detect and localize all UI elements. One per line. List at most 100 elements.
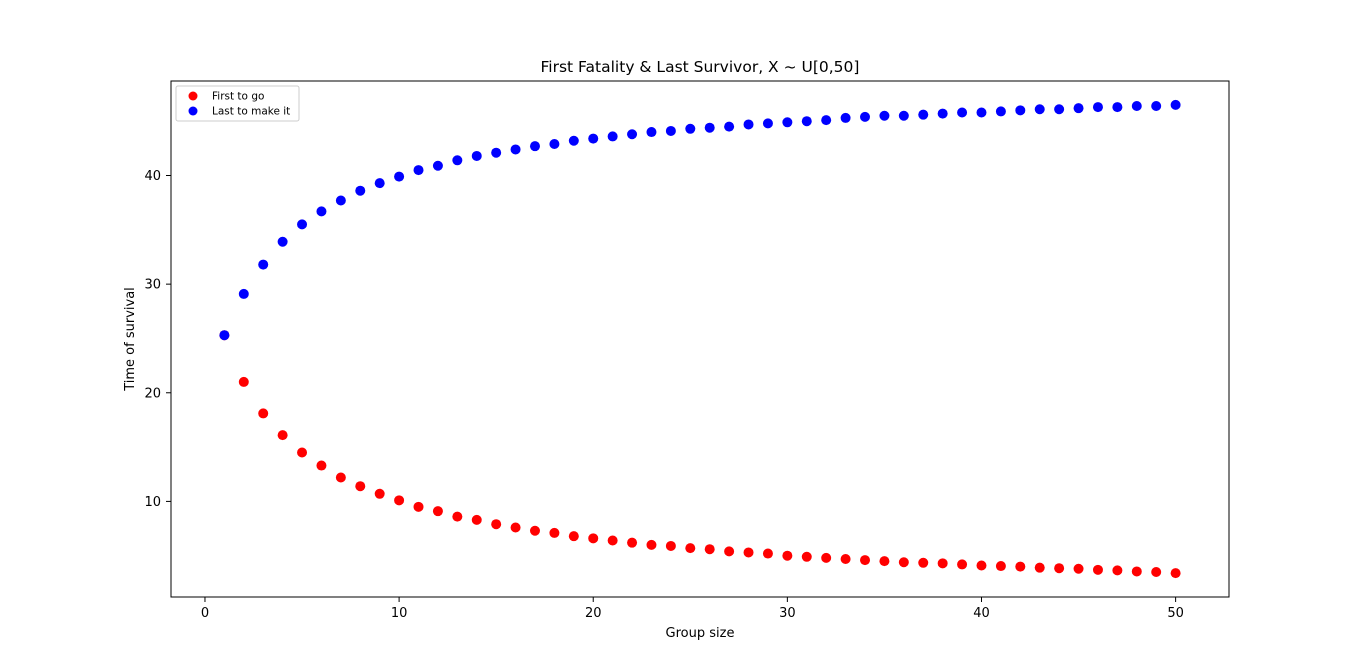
data-point bbox=[316, 206, 327, 217]
data-point bbox=[665, 540, 676, 551]
data-point bbox=[568, 531, 579, 542]
data-point bbox=[724, 121, 735, 132]
data-point bbox=[588, 133, 599, 144]
data-point bbox=[821, 552, 832, 563]
x-axis-label: Group size bbox=[666, 626, 735, 641]
data-point bbox=[1112, 102, 1123, 113]
data-point bbox=[258, 259, 269, 270]
data-point bbox=[219, 330, 230, 341]
y-axis: 10 20 30 40 bbox=[144, 169, 171, 510]
data-point bbox=[898, 110, 909, 121]
x-tick-label: 10 bbox=[391, 606, 408, 621]
data-point bbox=[937, 108, 948, 119]
data-point bbox=[277, 430, 288, 441]
data-point bbox=[860, 555, 871, 566]
data-point bbox=[1131, 566, 1142, 577]
data-point bbox=[724, 546, 735, 557]
y-tick-label: 30 bbox=[144, 278, 161, 293]
x-tick-label: 30 bbox=[779, 606, 796, 621]
legend-marker-last-to-make-it bbox=[188, 106, 198, 116]
chart-title: First Fatality & Last Survivor, X ~ U[0,… bbox=[541, 58, 860, 76]
data-point bbox=[879, 556, 890, 567]
data-point bbox=[510, 144, 521, 155]
data-point bbox=[918, 109, 929, 120]
data-point bbox=[1015, 105, 1026, 116]
data-point bbox=[860, 111, 871, 122]
data-point bbox=[394, 171, 405, 182]
data-point bbox=[1131, 100, 1142, 111]
y-tick-label: 10 bbox=[144, 495, 161, 510]
data-point bbox=[743, 119, 754, 130]
data-point bbox=[646, 127, 657, 138]
data-point bbox=[704, 544, 715, 555]
data-point bbox=[743, 547, 754, 558]
data-point bbox=[685, 123, 696, 134]
data-point bbox=[529, 141, 540, 152]
data-point bbox=[1073, 563, 1084, 574]
data-point bbox=[549, 139, 560, 150]
x-tick-label: 20 bbox=[585, 606, 602, 621]
data-points bbox=[219, 99, 1181, 579]
data-point bbox=[976, 107, 987, 118]
data-point bbox=[1092, 102, 1103, 113]
data-point bbox=[1054, 563, 1065, 574]
x-tick-label: 50 bbox=[1167, 606, 1184, 621]
data-point bbox=[452, 511, 463, 522]
data-point bbox=[801, 551, 812, 562]
data-point bbox=[821, 115, 832, 126]
data-point bbox=[607, 535, 618, 546]
data-point bbox=[685, 543, 696, 554]
data-point bbox=[297, 447, 308, 458]
data-point bbox=[1170, 568, 1181, 579]
data-point bbox=[840, 112, 851, 123]
data-point bbox=[704, 122, 715, 133]
data-point bbox=[335, 472, 346, 483]
data-point bbox=[510, 522, 521, 533]
data-point bbox=[879, 110, 890, 121]
data-point bbox=[316, 460, 327, 471]
x-tick-label: 40 bbox=[973, 606, 990, 621]
data-point bbox=[491, 147, 502, 158]
data-point bbox=[1092, 564, 1103, 575]
data-point bbox=[607, 131, 618, 142]
data-point bbox=[374, 488, 385, 499]
data-point bbox=[471, 150, 482, 161]
data-point bbox=[995, 106, 1006, 117]
data-point bbox=[413, 501, 424, 512]
data-point bbox=[957, 559, 968, 570]
data-point bbox=[801, 116, 812, 127]
data-point bbox=[258, 408, 269, 419]
data-point bbox=[1151, 567, 1162, 578]
data-point bbox=[665, 125, 676, 136]
data-point bbox=[238, 288, 249, 299]
data-point bbox=[238, 376, 249, 387]
data-point bbox=[432, 506, 443, 517]
data-point bbox=[549, 527, 560, 538]
data-point bbox=[840, 553, 851, 564]
data-point bbox=[1112, 565, 1123, 576]
data-point bbox=[355, 185, 366, 196]
data-point bbox=[1151, 100, 1162, 111]
data-point bbox=[568, 135, 579, 146]
data-point bbox=[976, 560, 987, 571]
series-first-to-go bbox=[219, 330, 1181, 579]
data-point bbox=[1054, 104, 1065, 115]
data-point bbox=[277, 236, 288, 247]
data-point bbox=[918, 557, 929, 568]
data-point bbox=[355, 481, 366, 492]
data-point bbox=[588, 533, 599, 544]
data-point bbox=[335, 195, 346, 206]
y-axis-label: Time of survival bbox=[123, 287, 138, 392]
data-point bbox=[646, 539, 657, 550]
data-point bbox=[1034, 562, 1045, 573]
x-axis: 0 10 20 30 40 50 bbox=[201, 597, 1184, 621]
data-point bbox=[374, 178, 385, 189]
data-point bbox=[995, 561, 1006, 572]
data-point bbox=[1015, 561, 1026, 572]
x-tick-label: 0 bbox=[201, 606, 209, 621]
data-point bbox=[957, 107, 968, 118]
data-point bbox=[297, 219, 308, 230]
data-point bbox=[1170, 99, 1181, 110]
